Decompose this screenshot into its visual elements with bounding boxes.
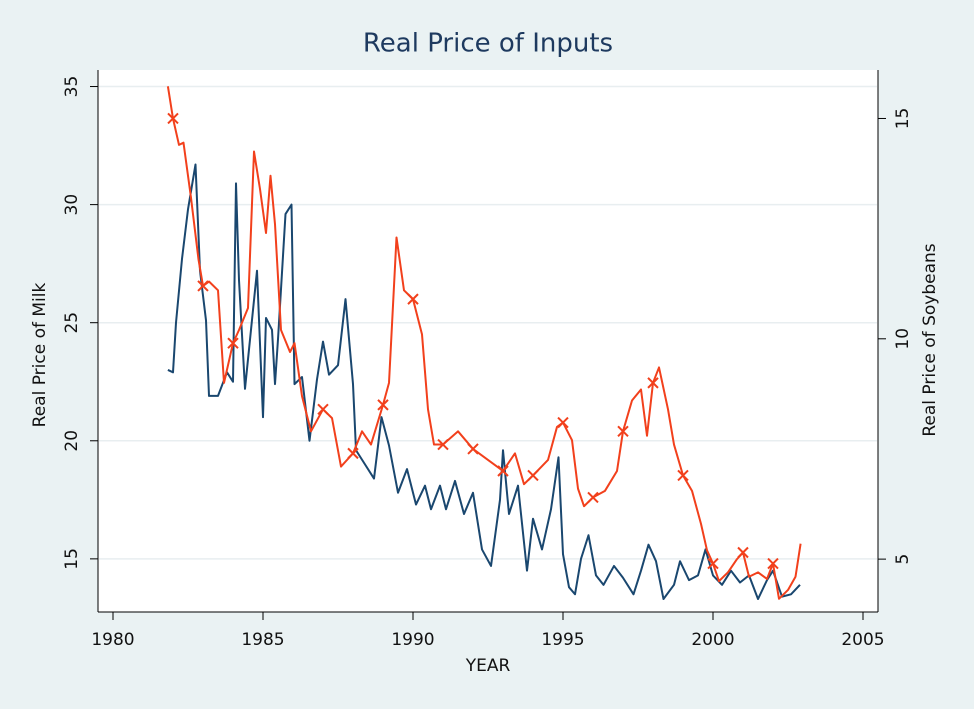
marker (767, 557, 779, 570)
marker (437, 438, 449, 451)
x-tick-label: 1980 (91, 630, 134, 650)
series-line (167, 163, 801, 601)
marker (347, 447, 359, 460)
y-axis-label: Real Price of Milk (30, 283, 50, 428)
marker (707, 557, 719, 570)
y-tick-label: 20 (62, 430, 82, 452)
marker (377, 399, 389, 411)
marker (737, 546, 749, 559)
y2-axis-label: Real Price of Soybeans (920, 243, 940, 436)
chart-title: Real Price of Inputs (363, 29, 613, 59)
y-tick-label: 30 (62, 194, 82, 216)
x-tick-label: 2005 (841, 630, 884, 650)
y2-tick-label: 15 (893, 108, 913, 130)
marker (467, 443, 479, 455)
marker (197, 280, 209, 292)
x-tick-label: 1990 (391, 630, 434, 650)
x-tick-label: 1995 (541, 630, 584, 650)
y2-tick-label: 10 (893, 328, 913, 350)
marker (407, 293, 419, 305)
marker (167, 112, 179, 125)
marker (617, 425, 629, 438)
y-tick-label: 35 (62, 76, 82, 98)
marker (587, 491, 599, 504)
x-tick-label: 2000 (691, 630, 734, 650)
marker (527, 469, 539, 482)
y-tick-label: 15 (62, 548, 82, 570)
marker (647, 377, 659, 389)
y-tick-label: 25 (62, 312, 82, 334)
marker (317, 403, 329, 416)
plot-area (98, 70, 878, 612)
x-axis-label: YEAR (465, 656, 511, 676)
x-tick-label: 1985 (241, 630, 284, 650)
marker (677, 469, 689, 482)
y2-tick-label: 5 (893, 554, 913, 565)
marker (227, 337, 239, 349)
marker (497, 465, 509, 477)
marker (557, 416, 569, 429)
